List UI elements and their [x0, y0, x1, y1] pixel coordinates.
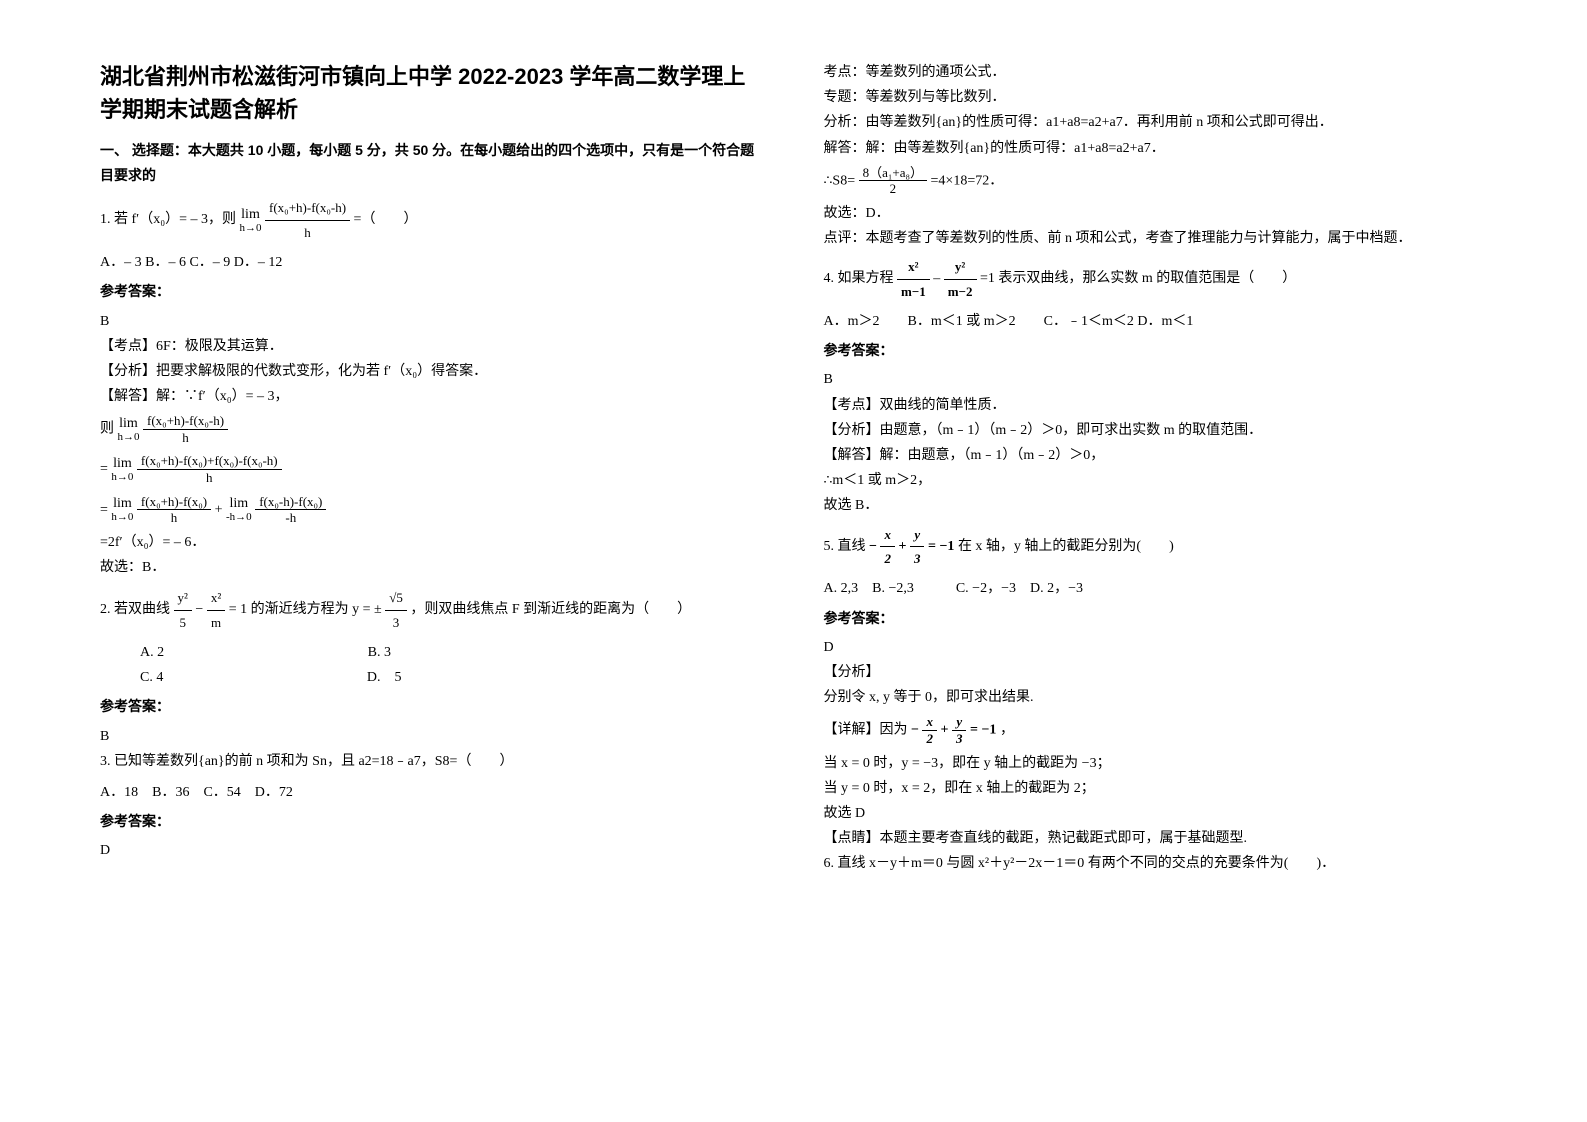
right-column: 考点：等差数列的通项公式． 专题：等差数列与等比数列． 分析：由等差数列{an}… [824, 60, 1488, 1102]
q5-prefix: 5. 直线 [824, 539, 866, 554]
q4-prefix: 4. 如果方程 [824, 271, 894, 286]
q5-answer: D [824, 635, 1488, 660]
question-3: 3. 已知等差数列{an}的前 n 项和为 Sn，且 a2=18﹣a7，S8=（… [100, 749, 764, 774]
q4-answer: B [824, 367, 1488, 392]
q2-answer: B [100, 724, 764, 749]
question-1: 1. 若 f′（x₀）= – 3，则 lim h→0 f(x₀+h)-f(x₀-… [100, 196, 764, 244]
q5-fenxi-text: 分别令 x, y 等于 0，即可求出结果. [824, 685, 1488, 710]
q4-suffix: =1 表示双曲线，那么实数 m 的取值范围是（ ） [980, 271, 1296, 286]
q1-prefix: 1. 若 f′（x₀）= – 3，则 [100, 212, 236, 227]
q1-jieda-prefix: 【解答】解：∵f′（x₀）= – 3， [100, 384, 764, 409]
q4-jieda-2: ∴m＜1 或 m＞2， [824, 468, 1488, 493]
q5-options: A. 2,3 B. −2,3 C. −2，−3 D. 2，−3 [824, 576, 1488, 601]
question-5: 5. 直线 − x 2 + y 3 = −1 在 x 轴，y 轴上的截距分别为(… [824, 523, 1488, 571]
q3-dianping: 点评：本题考查了等差数列的性质、前 n 项和公式，考查了推理能力与计算能力，属于… [824, 226, 1488, 251]
q1-step-4: =2f′（x₀）= – 6． [100, 530, 764, 555]
q3-options: A．18 B．36 C．54 D．72 [100, 780, 764, 805]
q2-options-row1: A. 2 B. 3 [100, 640, 764, 665]
q3-zhuanti: 专题：等差数列与等比数列． [824, 85, 1488, 110]
question-4: 4. 如果方程 x² m−1 – y² m−2 =1 表示双曲线，那么实数 m … [824, 255, 1488, 303]
q1-step-2: = lim h→0 f(x₀+h)-f(x₀)+f(x₀)-f(x₀-h) h [100, 453, 764, 485]
q2-suffix: ，则双曲线焦点 F 到渐近线的距离为（ ） [410, 602, 691, 617]
q1-step-3: = lim h→0 f(x₀+h)-f(x₀) h + lim -h→0 f(x… [100, 494, 764, 526]
q3-answer-label: 参考答案： [100, 809, 764, 834]
left-column: 湖北省荆州市松滋街河市镇向上中学 2022-2023 学年高二数学理上学期期末试… [100, 60, 764, 1102]
q5-jieda-eq: 【详解】因为 − x 2 + y 3 = −1 ， [824, 714, 1488, 746]
q3-jieda-1: 解答：解：由等差数列{an}的性质可得：a1+a8=a2+a7． [824, 136, 1488, 161]
section-1-heading: 一、 选择题：本大题共 10 小题，每小题 5 分，共 50 分。在每小题给出的… [100, 138, 764, 188]
q3-kaodian: 考点：等差数列的通项公式． [824, 60, 1488, 85]
q4-options: A．m＞2 B．m＜1 或 m＞2 C．﹣1＜m＜2 D．m＜1 [824, 309, 1488, 334]
q3-answer: D [100, 838, 764, 863]
q4-answer-label: 参考答案： [824, 338, 1488, 363]
document-title: 湖北省荆州市松滋街河市镇向上中学 2022-2023 学年高二数学理上学期期末试… [100, 60, 764, 126]
q5-jieda-2: 当 x = 0 时，y = −3，即在 y 轴上的截距为 −3； [824, 751, 1488, 776]
q5-suffix: 在 x 轴，y 轴上的截距分别为( ) [958, 539, 1174, 554]
q1-answer-label: 参考答案： [100, 279, 764, 304]
q2-mid: 的渐近线方程为 [251, 602, 349, 617]
q1-fenxi: 【分析】把要求解极限的代数式变形，化为若 f′（x₀）得答案． [100, 359, 764, 384]
q5-jieda-4: 故选 D [824, 801, 1488, 826]
q1-suffix: =（ ） [354, 212, 418, 227]
question-6: 6. 直线 x－y＋m＝0 与圆 x²＋y²－2x－1＝0 有两个不同的交点的充… [824, 851, 1488, 876]
q5-dianjing: 【点睛】本题主要考查直线的截距，熟记截距式即可，属于基础题型. [824, 826, 1488, 851]
q2-answer-label: 参考答案： [100, 694, 764, 719]
q2-options-row2: C. 4 D. 5 [100, 665, 764, 690]
q3-fenxi: 分析：由等差数列{an}的性质可得：a1+a8=a2+a7．再利用前 n 项和公… [824, 110, 1488, 135]
q5-jieda-3: 当 y = 0 时，x = 2，即在 x 轴上的截距为 2； [824, 776, 1488, 801]
q5-answer-label: 参考答案： [824, 606, 1488, 631]
q5-fenxi-label: 【分析】 [824, 660, 1488, 685]
q4-fenxi: 【分析】由题意，（m﹣1）（m﹣2）＞0，即可求出实数 m 的取值范围． [824, 418, 1488, 443]
q1-step-1: 则 lim h→0 f(x₀+h)-f(x₀-h) h [100, 413, 764, 445]
q1-limit: lim h→0 [240, 207, 262, 234]
q1-fraction: f(x₀+h)-f(x₀-h) h [265, 196, 350, 244]
q3-jieda-3: 故选：D． [824, 201, 1488, 226]
q4-jieda-1: 【解答】解：由题意，（m﹣1）（m﹣2）＞0， [824, 443, 1488, 468]
q2-prefix: 2. 若双曲线 [100, 602, 170, 617]
question-2: 2. 若双曲线 y² 5 − x² m = 1 的渐近线方程为 y = ± √5… [100, 586, 764, 634]
q1-kaodian: 【考点】6F：极限及其运算． [100, 334, 764, 359]
q1-options: A．– 3 B．– 6 C．– 9 D．– 12 [100, 250, 764, 275]
q1-answer: B [100, 309, 764, 334]
q4-kaodian: 【考点】双曲线的简单性质． [824, 393, 1488, 418]
q4-jieda-3: 故选 B． [824, 493, 1488, 518]
q3-jieda-2: ∴S8= 8（a₁+a₈） 2 =4×18=72． [824, 165, 1488, 197]
q1-step-5: 故选：B． [100, 555, 764, 580]
